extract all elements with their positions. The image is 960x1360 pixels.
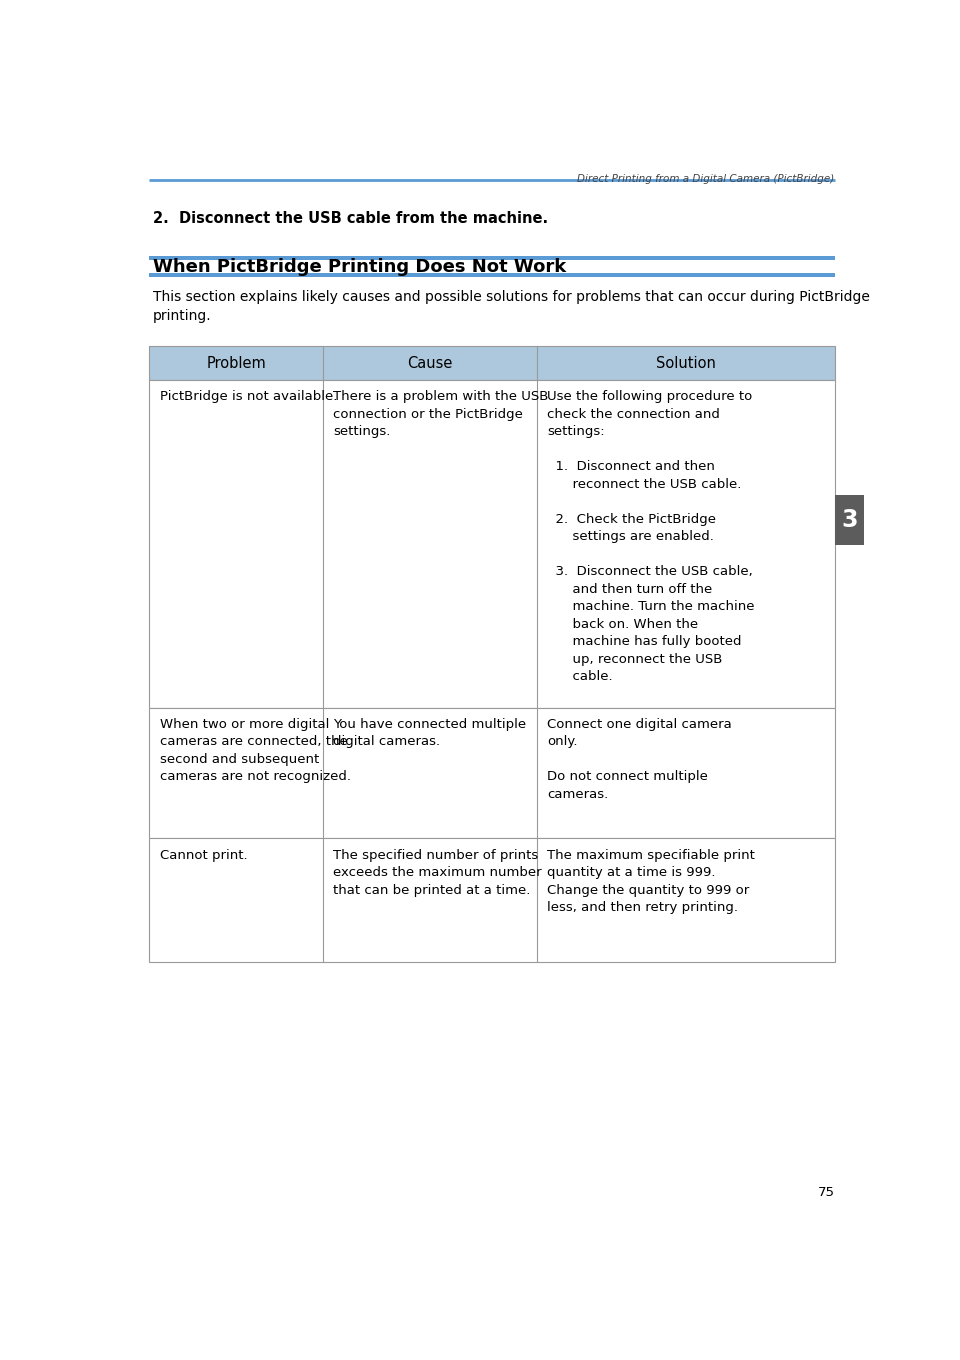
Bar	[834, 495, 866, 545]
Text: Problem: Problem	[206, 356, 266, 371]
Text: When PictBridge Printing Does Not Work: When PictBridge Printing Does Not Work	[153, 258, 565, 276]
Text: The specified number of prints
exceeds the maximum number
that can be printed at: The specified number of prints exceeds t…	[333, 849, 541, 896]
Text: This section explains likely causes and possible solutions for problems that can: This section explains likely causes and …	[153, 290, 870, 322]
Bar	[150, 707, 834, 839]
Text: You have connected multiple
digital cameras.: You have connected multiple digital came…	[333, 718, 526, 748]
Text: Use the following procedure to
check the connection and
settings:

  1.  Disconn: Use the following procedure to check the…	[547, 390, 755, 683]
Text: When two or more digital
cameras are connected, the
second and subsequent
camera: When two or more digital cameras are con…	[159, 718, 350, 783]
Bar	[150, 347, 834, 381]
Bar	[150, 256, 834, 260]
Text: 2.  Disconnect the USB cable from the machine.: 2. Disconnect the USB cable from the mac…	[153, 211, 547, 226]
Text: Solution: Solution	[656, 356, 716, 371]
Text: There is a problem with the USB
connection or the PictBridge
settings.: There is a problem with the USB connecti…	[333, 390, 548, 438]
Text: Direct Printing from a Digital Camera (PictBridge): Direct Printing from a Digital Camera (P…	[577, 174, 834, 184]
Text: PictBridge is not available.: PictBridge is not available.	[159, 390, 337, 404]
Text: The maximum specifiable print
quantity at a time is 999.
Change the quantity to : The maximum specifiable print quantity a…	[547, 849, 755, 914]
Bar	[150, 273, 834, 277]
Text: 3: 3	[842, 507, 858, 532]
Text: Cause: Cause	[407, 356, 453, 371]
Bar	[150, 839, 834, 962]
Bar	[150, 347, 834, 381]
Text: Cannot print.: Cannot print.	[159, 849, 247, 861]
Text: Connect one digital camera
only.

Do not connect multiple
cameras.: Connect one digital camera only. Do not …	[547, 718, 732, 801]
Bar	[150, 381, 834, 707]
Text: 75: 75	[818, 1186, 834, 1200]
